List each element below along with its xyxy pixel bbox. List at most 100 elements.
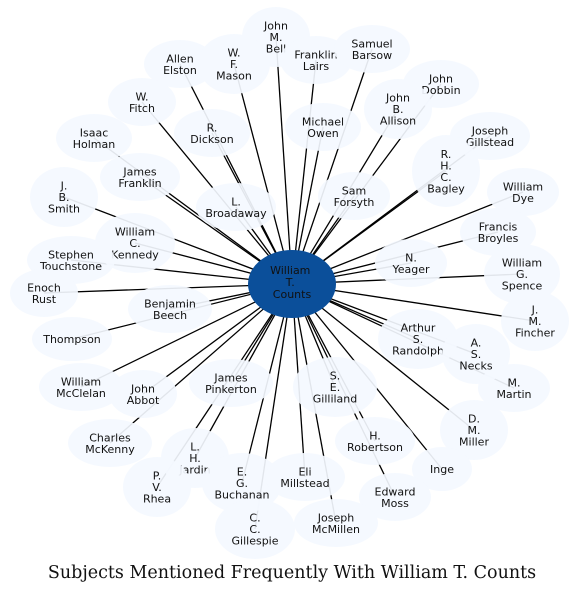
node-inge[interactable]: Inge	[412, 447, 472, 491]
node-isaac-holman[interactable]: Isaac Holman	[56, 114, 132, 162]
node-label-line: Stephen	[48, 248, 94, 261]
node-william-g-spence[interactable]: William G. Spence	[484, 244, 560, 304]
node-label-line: Dickson	[190, 133, 233, 146]
node-w-fitch[interactable]: W. Fitch	[108, 78, 176, 126]
node-franklin-lairs[interactable]: Franklin Lairs	[280, 36, 352, 84]
node-label-line: Abbot	[127, 394, 160, 407]
node-label-line: Touchstone	[39, 260, 102, 273]
node-label: E. G. Buchanan	[215, 466, 270, 502]
node-james-pinkerton[interactable]: James Pinkerton	[189, 359, 273, 407]
node-s-e-gilliland[interactable]: S. E. Gilliland	[293, 357, 377, 417]
node-shape	[460, 208, 536, 256]
node-label-line: John	[263, 20, 288, 33]
node-label: L. Broadaway	[205, 195, 267, 220]
node-label-line: H.	[369, 429, 381, 442]
edge-allen-elston	[179, 63, 293, 285]
node-label: John B. Allison	[380, 92, 416, 128]
node-william-dye[interactable]: William Dye	[487, 168, 559, 216]
node-label-line: S.	[471, 348, 481, 361]
node-l-broadaway[interactable]: L. Broadaway	[196, 183, 276, 231]
node-label-line: D.	[468, 413, 480, 426]
node-shape	[412, 135, 480, 207]
node-shape	[189, 359, 273, 407]
node-shape	[10, 269, 78, 317]
node-r-h-c-bagley[interactable]: R. H. C. Bagley	[412, 135, 480, 207]
node-john-b-allison[interactable]: John B. Allison	[364, 79, 432, 139]
node-joseph-mcmillen[interactable]: Joseph McMillen	[294, 499, 378, 547]
node-label-line: Lairs	[303, 60, 329, 73]
node-shape	[109, 370, 177, 418]
node-p-v-rhea[interactable]: P. V. Rhea	[123, 457, 191, 517]
node-j-b-smith[interactable]: J. B. Smith	[30, 167, 98, 227]
node-francis-broyles[interactable]: Francis Broyles	[460, 208, 536, 256]
node-samuel-barsow[interactable]: Samuel Barsow	[334, 25, 410, 73]
node-label-line: William	[502, 257, 542, 270]
node-r-dickson[interactable]: R. Dickson	[174, 109, 250, 157]
node-label: D. M. Miller	[459, 413, 489, 449]
node-john-abbot[interactable]: John Abbot	[109, 370, 177, 418]
node-label: J. M. Fincher	[515, 304, 555, 340]
node-label: H. Robertson	[347, 429, 403, 454]
node-label-line: Mason	[216, 70, 252, 83]
node-label-line: W.	[135, 90, 148, 103]
node-enoch-rust[interactable]: Enoch Rust	[10, 269, 78, 317]
node-label-line: Fincher	[515, 327, 555, 340]
node-label-line: Fitch	[129, 102, 155, 115]
node-label: William Dye	[503, 180, 543, 205]
node-label: W. F. Mason	[216, 47, 252, 83]
node-james-franklin[interactable]: James Franklin	[100, 153, 180, 201]
node-label: William C. Kennedy	[111, 226, 159, 262]
node-shape	[108, 78, 176, 126]
node-benjamin-beech[interactable]: Benjamin Beech	[128, 285, 212, 333]
node-label: John Dobbin	[421, 72, 460, 97]
node-w-f-mason[interactable]: W. F. Mason	[198, 34, 270, 94]
node-arthur-s-randolph[interactable]: Arthur S. Randolph	[378, 309, 458, 369]
node-label-line: Bagley	[427, 182, 465, 195]
node-label-line: Martin	[496, 388, 531, 401]
node-label-line: McKenny	[85, 443, 135, 456]
node-label-line: J.	[531, 304, 539, 317]
node-label-line: P.	[153, 470, 161, 483]
node-label-line: Joseph	[471, 124, 508, 137]
node-d-m-miller[interactable]: D. M. Miller	[440, 400, 508, 460]
node-shape	[123, 457, 191, 517]
node-label-line: Allison	[380, 115, 416, 128]
node-shape	[375, 239, 447, 287]
node-william-mcclelan[interactable]: William McClelan	[39, 363, 123, 411]
node-label-line: B.	[392, 103, 403, 116]
node-thompson[interactable]: Thompson	[32, 317, 112, 361]
node-shape	[30, 167, 98, 227]
node-label-line: Gilliland	[313, 393, 358, 406]
node-n-yeager[interactable]: N. Yeager	[375, 239, 447, 287]
node-label-line: John	[428, 72, 453, 85]
node-allen-elston[interactable]: Allen Elston	[144, 40, 216, 88]
node-michael-owen[interactable]: Michael Owen	[285, 103, 361, 151]
node-label-line: E.	[330, 381, 340, 394]
node-label-line: Francis	[479, 220, 518, 233]
node-edward-moss[interactable]: Edward Moss	[359, 473, 431, 521]
node-charles-mckenny[interactable]: Charles McKenny	[68, 419, 152, 467]
center-label-line: Counts	[273, 288, 312, 301]
node-label: Thompson	[42, 333, 101, 346]
node-shape	[95, 213, 175, 273]
node-label-line: William	[503, 180, 543, 193]
node-label-line: McMillen	[312, 523, 360, 536]
node-h-robertson[interactable]: H. Robertson	[335, 417, 415, 465]
node-shape	[484, 244, 560, 304]
node-m-martin[interactable]: M. Martin	[478, 364, 550, 412]
node-label-line: Charles	[89, 431, 131, 444]
node-sam-forsyth[interactable]: Sam Forsyth	[318, 172, 390, 220]
node-c-gillespie[interactable]: C. C. Gillespie	[215, 499, 295, 559]
node-label-line: Elston	[163, 64, 197, 77]
node-eli-millstead[interactable]: Eli Millstead	[265, 453, 345, 501]
center-node[interactable]: William T. Counts	[248, 250, 336, 318]
node-label: Allen Elston	[163, 52, 197, 77]
center-node-shape	[248, 250, 336, 318]
node-j-m-fincher[interactable]: J. M. Fincher	[501, 291, 569, 351]
node-label-line: N.	[405, 251, 417, 264]
node-e-g-buchanan[interactable]: E. G. Buchanan	[202, 453, 282, 513]
node-label-line: S.	[330, 370, 340, 383]
node-william-c-kennedy[interactable]: William C. Kennedy	[95, 213, 175, 273]
node-shape	[440, 400, 508, 460]
node-label-line: E.	[237, 466, 247, 479]
